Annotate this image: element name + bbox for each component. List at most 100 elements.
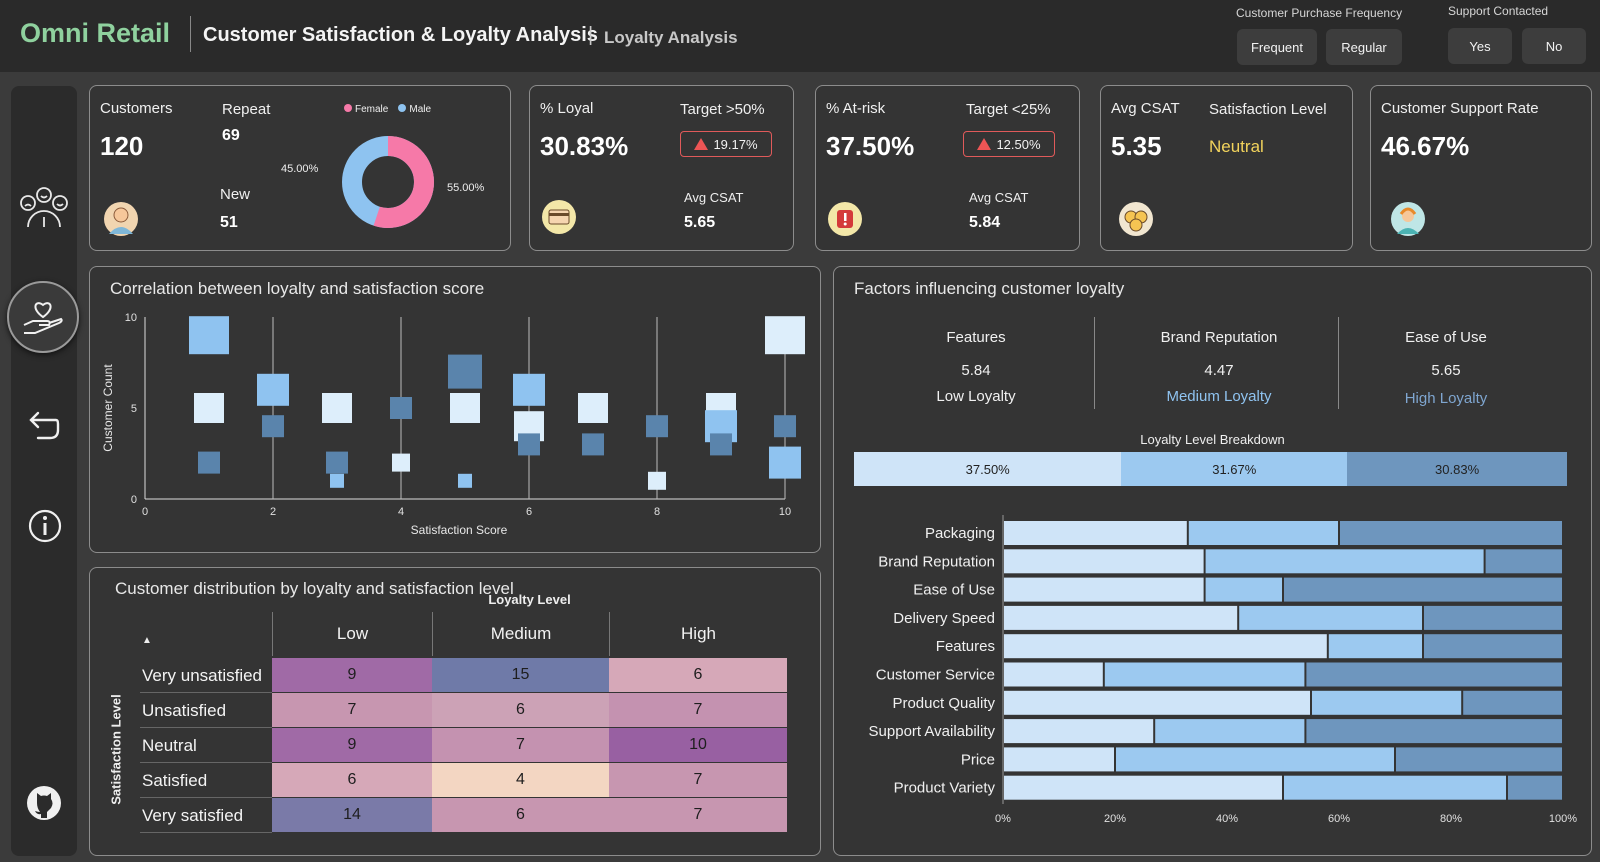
page-title: Customer Satisfaction & Loyalty Analysis <box>203 24 598 46</box>
matrix-cell[interactable]: 6 <box>432 693 609 727</box>
scatter-point-low[interactable] <box>390 397 412 419</box>
matrix-cell[interactable]: 7 <box>609 693 787 727</box>
factor-bar-segment-high[interactable] <box>1396 747 1562 772</box>
csat-value: 5.35 <box>1111 131 1162 161</box>
scatter-point-medium[interactable] <box>257 373 289 406</box>
factor-bar-segment-low[interactable] <box>1004 634 1327 659</box>
warning-triangle-icon <box>694 138 709 150</box>
matrix-cell[interactable]: 6 <box>609 658 787 692</box>
matrix-col-header[interactable]: Low <box>272 612 432 656</box>
matrix-cell[interactable]: 4 <box>432 763 609 797</box>
factor-stacked-bar-chart[interactable]: Packaging Brand Reputation Ease of Use Deli… <box>834 267 1591 855</box>
factor-bar-segment-high[interactable] <box>1485 549 1562 574</box>
factor-bar-segment-medium[interactable] <box>1239 605 1422 630</box>
loyalty-factors-panel: Factors influencing customer loyalty Fea… <box>833 266 1592 856</box>
support-agent-icon <box>1391 202 1425 236</box>
factor-bar-segment-medium[interactable] <box>1205 549 1484 574</box>
matrix-cell[interactable]: 6 <box>432 798 609 832</box>
scatter-point-high-small[interactable] <box>392 453 410 472</box>
info-icon[interactable] <box>25 506 65 546</box>
breakdown-segment[interactable]: 31.67% <box>1121 452 1348 486</box>
correlation-scatter-chart[interactable]: 0 2 4 6 8 10 0 5 10 Satisfaction Score Customer Co… <box>90 267 820 552</box>
matrix-cell[interactable]: 9 <box>272 728 432 762</box>
back-arrow-icon[interactable] <box>24 406 64 446</box>
matrix-title: Customer distribution by loyalty and sat… <box>115 579 514 598</box>
scatter-point-low[interactable] <box>646 415 668 438</box>
factor-bar-segment-medium[interactable] <box>1116 747 1394 772</box>
factor-bar-segment-high[interactable] <box>1463 690 1562 715</box>
donut-female-slice[interactable] <box>342 136 434 228</box>
matrix-cell[interactable]: 7 <box>432 728 609 762</box>
factor-bar-segment-low[interactable] <box>1004 605 1238 630</box>
factor-bar-segment-high[interactable] <box>1340 521 1562 545</box>
factor-card-loyalty-level: Low Loyalty <box>936 388 1016 405</box>
factor-bar-segment-medium[interactable] <box>1312 690 1462 715</box>
factor-bar-segment-low[interactable] <box>1004 747 1114 772</box>
scatter-point-high[interactable] <box>450 393 480 423</box>
scatter-point-low[interactable] <box>262 415 284 438</box>
scatter-point-medium[interactable] <box>769 446 801 479</box>
factor-bar-segment-high[interactable] <box>1284 577 1562 602</box>
matrix-cell[interactable]: 10 <box>609 728 787 762</box>
female-pct-label: 55.00% <box>447 182 485 194</box>
scatter-point-high[interactable] <box>194 393 224 423</box>
factor-bar-segment-high[interactable] <box>1424 634 1562 659</box>
breakdown-segment[interactable]: 30.83% <box>1347 452 1567 486</box>
github-icon[interactable] <box>24 783 64 823</box>
scatter-point-high-small[interactable] <box>648 471 666 490</box>
matrix-cell[interactable]: 6 <box>272 763 432 797</box>
x-tick-label: 8 <box>654 506 660 518</box>
factor-bar-segment-medium[interactable] <box>1104 662 1305 687</box>
scatter-point-low[interactable] <box>518 433 540 456</box>
factor-bar-segment-low[interactable] <box>1004 690 1310 715</box>
factor-bar-segment-low[interactable] <box>1004 719 1154 744</box>
scatter-point-high[interactable] <box>578 393 608 423</box>
matrix-cell[interactable]: 9 <box>272 658 432 692</box>
factor-bar-segment-high[interactable] <box>1306 719 1562 744</box>
scatter-point-low[interactable] <box>198 451 220 474</box>
factor-bar-segment-low[interactable] <box>1004 521 1187 545</box>
scatter-point-low[interactable] <box>448 354 482 389</box>
factor-bar-segment-low[interactable] <box>1004 662 1103 687</box>
scatter-point-medium[interactable] <box>189 316 229 355</box>
factor-bar-segment-medium[interactable] <box>1188 521 1338 545</box>
factor-bar-segment-medium[interactable] <box>1284 775 1506 800</box>
matrix-col-header[interactable]: High <box>609 612 787 656</box>
filter-label-support-contacted: Support Contacted <box>1448 4 1549 18</box>
sort-ascending-icon[interactable]: ▲ <box>142 635 152 646</box>
factor-bar-segment-low[interactable] <box>1004 775 1282 800</box>
scatter-point-medium[interactable] <box>513 373 545 406</box>
factor-bar-segment-low[interactable] <box>1004 577 1204 602</box>
satisfaction-gauge-icon[interactable] <box>16 184 72 234</box>
matrix-cell[interactable]: 7 <box>609 763 787 797</box>
male-dot-icon <box>398 104 407 112</box>
scatter-point-medium-small[interactable] <box>458 473 472 488</box>
scatter-point-low[interactable] <box>582 433 604 456</box>
breakdown-segment[interactable]: 37.50% <box>854 452 1122 486</box>
factor-bar-segment-low[interactable] <box>1004 549 1204 574</box>
factor-bar-segment-high[interactable] <box>1306 662 1562 687</box>
factor-bar-segment-high[interactable] <box>1424 605 1562 630</box>
matrix-cell[interactable]: 15 <box>432 658 609 692</box>
slicer-regular-button[interactable]: Regular <box>1326 29 1402 65</box>
scatter-point-low[interactable] <box>710 433 732 456</box>
slicer-no-button[interactable]: No <box>1522 28 1586 64</box>
factor-bar-segment-medium[interactable] <box>1155 719 1305 744</box>
slicer-yes-button[interactable]: Yes <box>1448 28 1512 64</box>
scatter-point-high[interactable] <box>765 316 805 355</box>
heart-hand-icon[interactable] <box>7 281 79 353</box>
scatter-point-low[interactable] <box>326 451 348 474</box>
scatter-point-medium-small[interactable] <box>330 473 344 488</box>
matrix-cell[interactable]: 7 <box>272 693 432 727</box>
matrix-cell[interactable]: 7 <box>609 798 787 832</box>
factor-bar-segment-medium[interactable] <box>1205 577 1282 602</box>
scatter-point-high[interactable] <box>322 393 352 423</box>
factor-bar-segment-high[interactable] <box>1508 775 1562 800</box>
loyal-target-label: Target >50% <box>680 101 765 118</box>
slicer-frequent-button[interactable]: Frequent <box>1237 29 1317 65</box>
matrix-cell[interactable]: 14 <box>272 798 432 832</box>
factor-bar-segment-medium[interactable] <box>1328 634 1422 659</box>
scatter-point-low[interactable] <box>774 415 796 438</box>
customers-label: Customers <box>100 100 173 117</box>
matrix-col-header[interactable]: Medium <box>432 612 609 656</box>
